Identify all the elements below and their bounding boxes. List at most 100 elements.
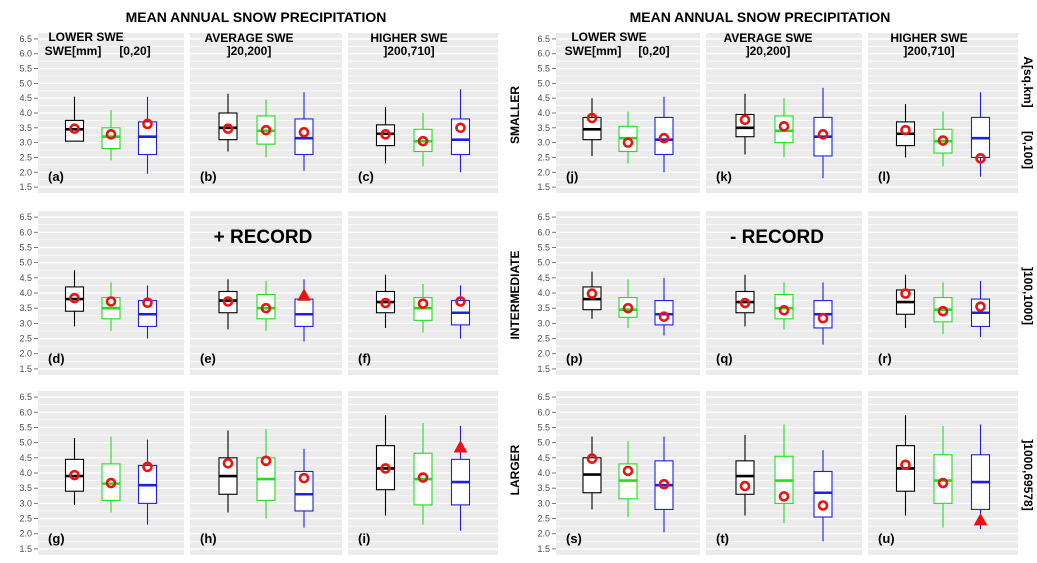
mean-marker bbox=[69, 469, 80, 481]
y-tick-label: 4.0 bbox=[537, 468, 550, 478]
box-series-1 bbox=[895, 415, 916, 516]
panel-label: (q) bbox=[716, 351, 733, 366]
box-series-3 bbox=[813, 282, 833, 345]
left-col1-header: LOWER SWE bbox=[48, 30, 123, 44]
mean-marker bbox=[380, 463, 391, 474]
y-tick-label: 2.0 bbox=[19, 349, 32, 359]
mean-marker bbox=[453, 440, 468, 453]
panel-label: (d) bbox=[48, 351, 65, 366]
panel-h: (h) bbox=[190, 391, 342, 555]
panel-u: (u) bbox=[868, 391, 1018, 555]
panel-c: (c) bbox=[348, 33, 498, 193]
mean-marker bbox=[900, 459, 911, 471]
mean-marker bbox=[105, 296, 117, 307]
y-tick-label: 6.0 bbox=[537, 407, 550, 417]
y-tick-label: 5.5 bbox=[537, 64, 550, 74]
mean-marker bbox=[586, 453, 598, 465]
box-series-1 bbox=[895, 274, 916, 328]
right-column-headers: LOWER SWE SWE[mm] [0,20] AVERAGE SWE ]20… bbox=[565, 30, 968, 58]
y-tick-label: 6.5 bbox=[19, 392, 32, 402]
panel-i: (i) bbox=[348, 391, 498, 555]
mean-marker bbox=[622, 302, 634, 314]
box-series-3 bbox=[970, 92, 991, 177]
box-series-1 bbox=[64, 270, 85, 327]
mean-marker bbox=[105, 129, 117, 140]
panel-label: (u) bbox=[878, 531, 895, 546]
right-figure-title: MEAN ANNUAL SNOW PRECIPITATION bbox=[630, 9, 891, 25]
panel-label: (g) bbox=[48, 531, 65, 546]
panel-label: (f) bbox=[358, 351, 371, 366]
box-series-2 bbox=[618, 279, 638, 328]
panel-label: (a) bbox=[48, 169, 64, 184]
mean-marker bbox=[937, 305, 949, 317]
y-tick-label: 6.0 bbox=[19, 49, 32, 59]
y-tick-label: 5.5 bbox=[19, 242, 32, 252]
y-tick-label: 4.0 bbox=[19, 288, 32, 298]
panel-label: (c) bbox=[358, 169, 374, 184]
mean-marker bbox=[975, 301, 986, 312]
left-col2-range: ]20,200] bbox=[227, 44, 272, 58]
box-body bbox=[218, 112, 238, 141]
y-tick-label: 5.5 bbox=[537, 242, 550, 252]
y-tick-label: 3.5 bbox=[19, 123, 32, 133]
box-series-1 bbox=[375, 107, 396, 164]
mean-marker bbox=[142, 297, 153, 309]
mean-marker bbox=[142, 461, 153, 473]
mean-marker bbox=[622, 465, 634, 477]
mean-marker bbox=[222, 296, 234, 307]
box-body bbox=[218, 290, 238, 314]
y-tick-label: 3.5 bbox=[537, 483, 550, 493]
row-label-smaller: SMALLER bbox=[508, 86, 522, 144]
box-series-2 bbox=[256, 428, 276, 519]
box-body bbox=[137, 121, 158, 156]
y-tick-label: 2.5 bbox=[537, 334, 550, 344]
y-tick-label: 3.0 bbox=[537, 138, 550, 148]
mean-marker bbox=[900, 124, 911, 136]
y-tick-label: 3.5 bbox=[19, 483, 32, 493]
box-series-3 bbox=[450, 285, 471, 339]
y-tick-label: 4.0 bbox=[537, 288, 550, 298]
panel-label: (s) bbox=[566, 531, 582, 546]
box-series-2 bbox=[933, 425, 953, 528]
panel-j: (j) bbox=[556, 33, 700, 193]
mean-marker bbox=[298, 126, 310, 138]
minus-record-label: - RECORD bbox=[730, 227, 824, 248]
mean-marker bbox=[937, 477, 949, 489]
mean-marker bbox=[778, 491, 790, 502]
box-series-1 bbox=[218, 430, 238, 513]
box-body bbox=[375, 124, 396, 147]
y-tick-label: 6.5 bbox=[537, 34, 550, 44]
panel-l: (l) bbox=[868, 33, 1018, 193]
box-series-3 bbox=[654, 277, 674, 336]
box-series-2 bbox=[101, 110, 121, 161]
mean-marker bbox=[739, 114, 751, 126]
panel-label: (r) bbox=[878, 351, 892, 366]
y-tick-label: 4.5 bbox=[537, 273, 550, 283]
box-series-3 bbox=[450, 89, 471, 173]
right-col2-header: AVERAGE SWE bbox=[723, 31, 812, 45]
box-body bbox=[256, 293, 276, 320]
y-tick-label: 4.5 bbox=[537, 93, 550, 103]
box-series-3 bbox=[294, 92, 314, 171]
mean-marker bbox=[298, 472, 310, 484]
right-col1-header: LOWER SWE bbox=[571, 30, 646, 44]
box-series-3 bbox=[654, 96, 674, 173]
box-series-1 bbox=[735, 435, 755, 516]
mean-marker bbox=[658, 132, 670, 144]
box-series-3 bbox=[294, 279, 314, 342]
panel-label: (b) bbox=[200, 169, 217, 184]
mean-marker bbox=[260, 455, 272, 467]
left-column-headers: LOWER SWE SWE[mm] [0,20] AVERAGE SWE ]20… bbox=[45, 30, 448, 58]
box-body bbox=[294, 298, 314, 327]
box-body bbox=[618, 297, 638, 318]
panel-f: (f) bbox=[348, 211, 498, 375]
y-tick-label: 2.5 bbox=[537, 152, 550, 162]
box-series-1 bbox=[375, 274, 396, 328]
box-series-1 bbox=[735, 93, 755, 155]
y-tick-label: 2.0 bbox=[537, 529, 550, 539]
box-series-3 bbox=[654, 436, 674, 533]
y-tick-label: 6.0 bbox=[19, 227, 32, 237]
mean-marker bbox=[622, 137, 634, 148]
panel-label: (p) bbox=[566, 351, 583, 366]
y-tick-label: 5.0 bbox=[19, 258, 32, 268]
